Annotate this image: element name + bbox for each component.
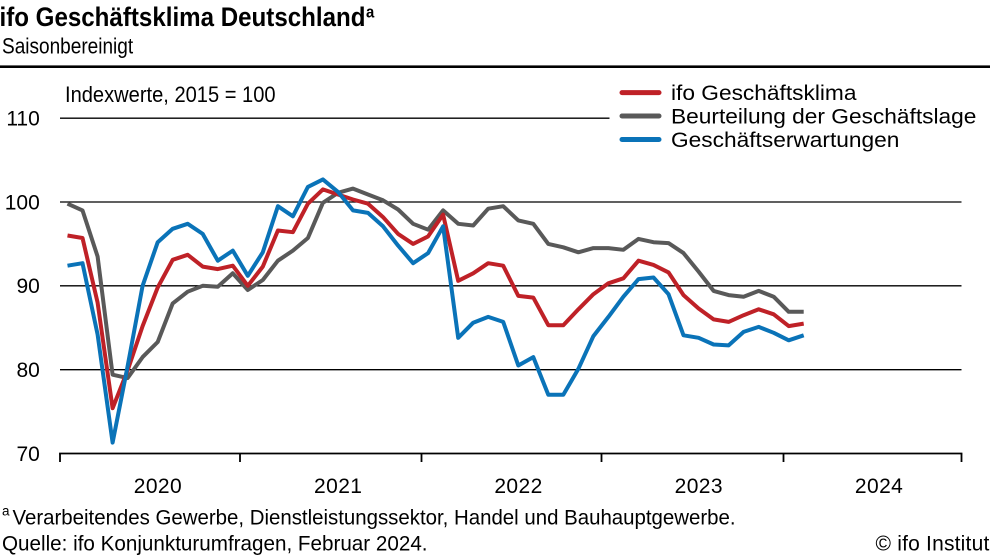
svg-text:ifo Geschäftsklima Deutschland: ifo Geschäftsklima Deutschland (0, 3, 365, 33)
svg-text:100: 100 (5, 191, 40, 214)
svg-text:Beurteilung der Geschäftslage: Beurteilung der Geschäftslage (671, 104, 976, 128)
svg-text:2022: 2022 (494, 475, 542, 498)
svg-text:Verarbeitendes Gewerbe, Dien: Verarbeitendes Gewerbe, Dienstleistungss… (13, 506, 736, 529)
svg-text:Geschäftserwartungen: Geschäftserwartungen (671, 128, 899, 152)
svg-text:a: a (366, 4, 375, 22)
svg-text:110: 110 (6, 108, 39, 131)
svg-text:ifo Geschäftsklima: ifo Geschäftsklima (671, 81, 857, 105)
svg-text:a: a (2, 503, 10, 518)
svg-text:Saisonbereinigt: Saisonbereinigt (2, 34, 133, 59)
svg-text:Indexwerte, 2015 = 100: Indexwerte, 2015 = 100 (65, 82, 276, 107)
svg-text:2021: 2021 (314, 475, 362, 498)
svg-text:70: 70 (16, 443, 39, 466)
svg-text:80: 80 (16, 359, 39, 382)
svg-text:2020: 2020 (134, 475, 182, 498)
svg-text:2024: 2024 (855, 475, 903, 498)
svg-text:© ifo Institut: © ifo Institut (876, 533, 990, 556)
svg-text:2023: 2023 (675, 475, 723, 498)
svg-text:Quelle: ifo Konjunkturumfragen: Quelle: ifo Konjunkturumfragen, Februar … (2, 532, 428, 555)
svg-text:90: 90 (16, 275, 39, 298)
